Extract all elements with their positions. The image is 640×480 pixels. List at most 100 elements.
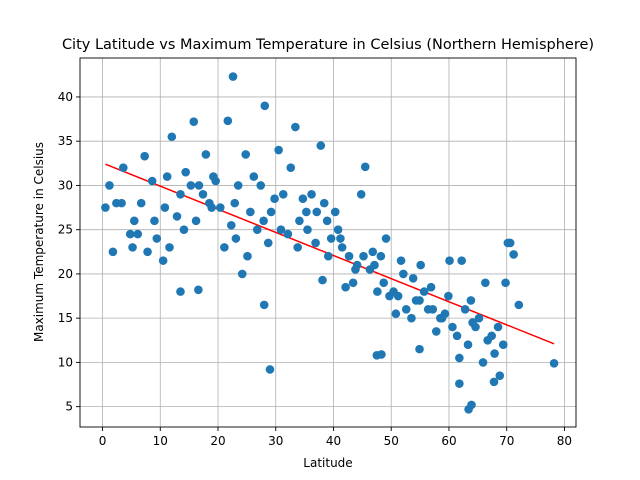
y-tick-label: 15 (58, 311, 73, 325)
x-tick-label: 10 (153, 434, 168, 448)
data-point (457, 256, 466, 265)
data-point (337, 243, 347, 252)
data-point (428, 305, 438, 314)
y-tick-label: 40 (58, 90, 73, 104)
data-point (431, 327, 441, 336)
data-point (194, 285, 203, 295)
data-point (241, 150, 251, 159)
x-tick-label: 70 (499, 434, 514, 448)
y-axis: 5 10 15 20 25 30 35 40 (58, 90, 80, 414)
data-point (468, 318, 477, 327)
data-point (259, 216, 268, 226)
data-point (129, 216, 139, 226)
data-point (448, 322, 457, 332)
data-point (419, 287, 429, 296)
data-point (293, 243, 302, 252)
data-point (455, 379, 464, 388)
x-axis: 0 10 20 30 40 50 60 70 80 (99, 427, 572, 448)
data-point (341, 282, 350, 292)
data-point (455, 353, 464, 363)
data-point (490, 349, 499, 358)
data-point (514, 300, 524, 310)
data-point (119, 163, 128, 173)
data-point (356, 189, 366, 199)
data-point (408, 274, 418, 283)
data-point (276, 225, 286, 234)
data-point (478, 358, 488, 367)
data-point (228, 72, 238, 81)
data-point (399, 269, 408, 279)
y-tick-label: 30 (58, 178, 73, 192)
data-point (376, 251, 386, 261)
y-tick-label: 25 (58, 223, 73, 237)
data-point (270, 194, 279, 203)
data-point (226, 220, 236, 230)
x-tick-label: 40 (326, 434, 341, 448)
data-point (487, 331, 496, 341)
data-point (452, 331, 462, 341)
y-tick-label: 35 (58, 134, 73, 148)
data-point (348, 278, 358, 288)
data-point (233, 181, 243, 190)
data-point (437, 313, 447, 323)
grid-layer (80, 58, 576, 427)
data-point (401, 305, 411, 314)
data-point (336, 234, 345, 243)
data-point (191, 216, 201, 226)
data-point (286, 163, 296, 173)
data-point (260, 101, 270, 111)
data-point (326, 234, 336, 243)
data-point (495, 371, 505, 380)
data-point (256, 181, 266, 190)
data-point (263, 238, 273, 248)
data-point (230, 198, 240, 208)
data-point (415, 296, 424, 305)
data-point (460, 305, 470, 314)
data-point (493, 322, 503, 332)
data-point (246, 207, 255, 217)
data-point (359, 251, 368, 261)
data-point (415, 344, 424, 354)
x-tick-label: 20 (210, 434, 225, 448)
data-point (319, 198, 329, 208)
data-point (312, 207, 322, 217)
data-point (291, 122, 300, 132)
data-point (396, 256, 406, 265)
x-tick-label: 60 (441, 434, 456, 448)
data-point (445, 256, 454, 265)
data-point (252, 225, 262, 234)
data-point (265, 365, 275, 374)
data-point (201, 150, 211, 159)
data-point (322, 216, 332, 226)
data-point (298, 194, 308, 203)
data-point (117, 198, 126, 208)
data-point (370, 260, 379, 270)
data-point (158, 256, 168, 265)
data-point (407, 313, 416, 323)
data-point (249, 172, 259, 181)
data-point (302, 207, 311, 217)
x-tick-label: 80 (557, 434, 572, 448)
data-point (101, 203, 110, 212)
data-point (352, 260, 362, 270)
data-point (549, 358, 559, 368)
data-point (373, 287, 382, 296)
data-point (323, 251, 333, 261)
data-point (377, 350, 386, 359)
chart-title: City Latitude vs Maximum Temperature in … (62, 37, 594, 53)
x-tick-label: 30 (268, 434, 283, 448)
points-layer (101, 72, 559, 414)
data-point (283, 229, 293, 239)
data-point (481, 278, 490, 288)
data-point (426, 282, 436, 292)
data-point (152, 234, 162, 243)
data-point (198, 189, 208, 199)
data-point (105, 181, 114, 190)
data-point (467, 400, 476, 410)
data-point (259, 300, 269, 310)
data-point (179, 225, 189, 234)
data-point (176, 287, 185, 296)
data-point (220, 243, 229, 252)
data-point (207, 203, 216, 212)
data-point (194, 181, 204, 190)
